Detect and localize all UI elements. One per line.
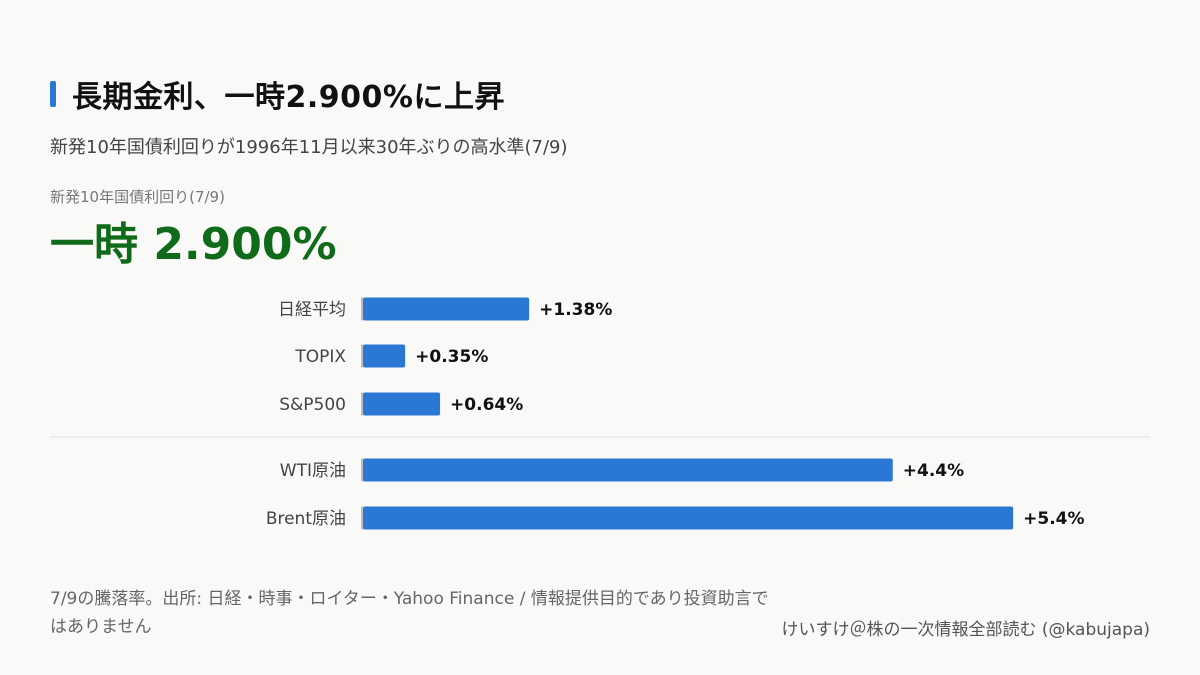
category-label: 日経平均 [278, 300, 346, 320]
bar [363, 458, 893, 482]
bar-baseline [361, 297, 363, 321]
bar-baseline [361, 458, 363, 482]
chart-subtitle: 新発10年国債利回りが1996年11月以来30年ぶりの高水準(7/9) [50, 137, 568, 158]
title-accent-bar [50, 81, 56, 107]
footnote: 7/9の騰落率。出所: 日経・時事・ロイター・Yahoo Finance / 情… [50, 589, 769, 637]
bar [363, 506, 1014, 530]
kpi-label: 新発10年国債利回り(7/9) [50, 188, 225, 206]
bar-chart: 日経平均 +1.38% TOPIX +0.35% S&P500 +0.64% WTI原油 +4… [50, 297, 1150, 530]
bar-baseline [361, 506, 363, 530]
category-label: S&P500 [279, 395, 346, 415]
bar-baseline [361, 344, 363, 368]
category-label: WTI原油 [280, 461, 346, 481]
bar [363, 392, 441, 416]
value-label: +4.4% [903, 461, 964, 481]
category-label: Brent原油 [266, 509, 346, 529]
bar [363, 297, 530, 321]
value-label: +0.35% [415, 347, 488, 367]
title-block: 長期金利、一時2.900%に上昇 [50, 72, 505, 116]
value-label: +5.4% [1023, 509, 1084, 529]
value-label: +1.38% [539, 300, 612, 320]
category-label: TOPIX [294, 347, 346, 367]
chart-title: 長期金利、一時2.900%に上昇 [72, 80, 505, 115]
credit: けいすけ＠株の一次情報全部読む (@kabujapa) [781, 620, 1150, 640]
kpi-value: 一時 2.900% [50, 219, 337, 270]
bar [363, 344, 406, 368]
bar-baseline [361, 392, 363, 416]
value-label: +0.64% [450, 395, 523, 415]
